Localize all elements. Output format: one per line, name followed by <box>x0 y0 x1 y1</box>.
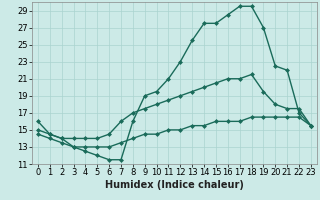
X-axis label: Humidex (Indice chaleur): Humidex (Indice chaleur) <box>105 180 244 190</box>
